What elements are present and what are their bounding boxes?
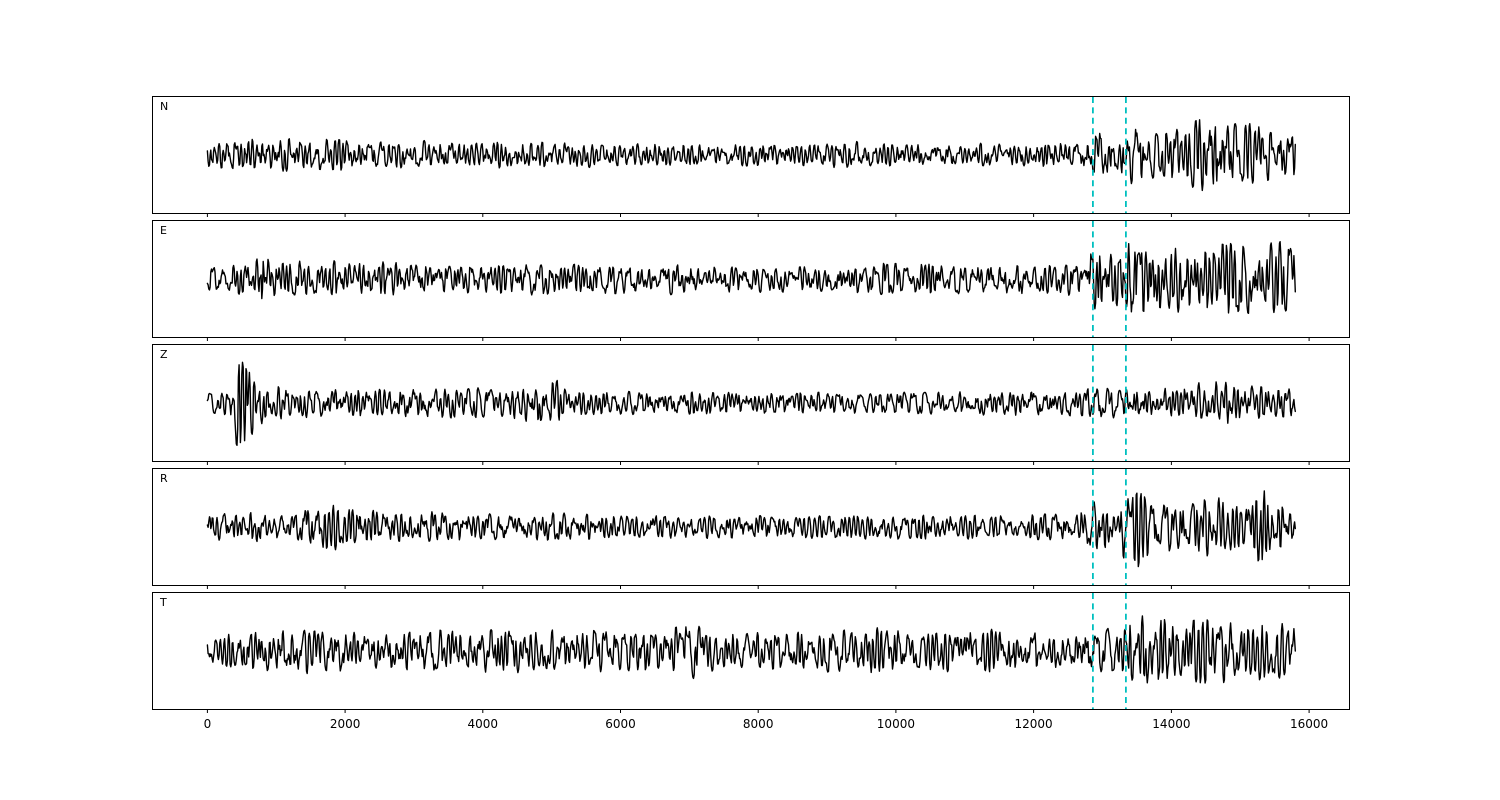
waveform-plot-Z — [206, 345, 1310, 465]
waveform-plot-N — [206, 97, 1310, 217]
panel-R: R — [152, 468, 1350, 589]
x-tick-label: 0 — [203, 717, 212, 731]
waveform-trace — [206, 490, 1297, 568]
panel-label-E: E — [160, 224, 167, 237]
panel-label-Z: Z — [160, 348, 168, 361]
waveform-trace — [206, 361, 1297, 447]
x-tick-label: 2000 — [329, 717, 361, 731]
x-tick-labels: 0 2000 4000 6000 8000 10000 12000 14000 16000 — [153, 717, 1349, 733]
panel-label-N: N — [160, 100, 169, 113]
x-tick-label: 10000 — [876, 717, 915, 731]
panel-label-T: T — [160, 596, 167, 609]
panel-E: E — [152, 220, 1350, 341]
waveform-trace — [206, 615, 1297, 684]
waveform-plot-T — [206, 593, 1310, 713]
panel-label-R: R — [160, 472, 168, 485]
panel-N: N — [152, 96, 1350, 217]
axes-stack: N E Z R T — [152, 96, 1350, 713]
x-tick-label: 8000 — [742, 717, 774, 731]
panel-T: T — [152, 592, 1350, 713]
waveform-trace — [206, 241, 1297, 315]
x-tick-label: 4000 — [467, 717, 499, 731]
waveform-trace — [206, 119, 1297, 192]
panel-Z: Z — [152, 344, 1350, 465]
x-tick-label: 16000 — [1290, 717, 1329, 731]
waveform-plot-E — [206, 221, 1310, 341]
x-tick-label: 12000 — [1014, 717, 1053, 731]
x-tick-label: 6000 — [605, 717, 636, 731]
x-tick-label: 14000 — [1152, 717, 1191, 731]
waveform-plot-R — [206, 469, 1310, 589]
